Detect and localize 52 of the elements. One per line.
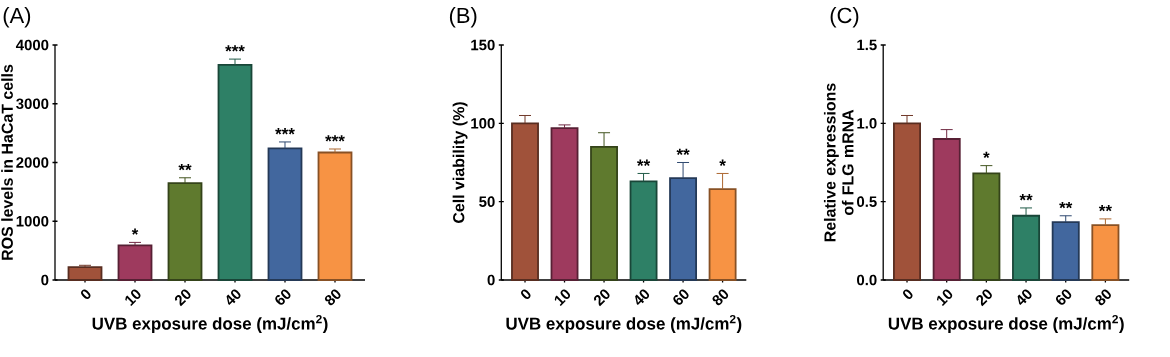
x-tick-label: 0 <box>903 289 913 299</box>
x-tick-label: 60 <box>673 289 689 305</box>
x-tick-label: 40 <box>635 289 650 305</box>
y-axis-title: Cell viability (%) <box>452 102 468 223</box>
x-tick-label: 80 <box>324 289 341 306</box>
x-tick-label: 10 <box>936 289 953 306</box>
x-tick-label: 60 <box>1056 289 1072 305</box>
y-tick-label: 1.5 <box>857 39 877 51</box>
x-tick-label: 10 <box>554 289 571 306</box>
x-tick-label: 40 <box>226 289 241 305</box>
x-tick-label: 20 <box>976 289 992 307</box>
annotation: ** <box>178 163 192 171</box>
x-tick-label: 20 <box>174 289 191 307</box>
chart-title: (C) <box>830 7 859 28</box>
y-axis-title: Relative expressions of FLG mRNA <box>823 83 854 242</box>
chart-title: (A) <box>3 7 31 28</box>
y-tick-label: 2000 <box>16 157 49 168</box>
annotation: * <box>983 151 990 159</box>
annotation: ** <box>1059 201 1073 209</box>
annotation: *** <box>225 45 245 52</box>
x-tick-label: 10 <box>125 289 141 306</box>
x-tick-label: 80 <box>1095 289 1111 306</box>
annotation: ** <box>1098 205 1112 212</box>
y-tick-label: 3000 <box>16 98 49 110</box>
y-tick-label: 0.0 <box>857 274 877 286</box>
annotation: *** <box>275 128 295 135</box>
y-tick-label: 0 <box>487 274 495 286</box>
x-tick-label: 0 <box>521 289 531 299</box>
annotation: * <box>131 228 139 235</box>
y-tick-label: 1000 <box>16 215 49 227</box>
annotation: *** <box>325 135 345 142</box>
x-axis-title: UVB exposure dose (mJ/cm$^{2}$) <box>92 314 328 333</box>
chart-title: (B) <box>449 7 477 28</box>
y-tick-label: 150 <box>471 39 495 51</box>
y-tick-label: 0 <box>41 274 49 286</box>
annotation: * <box>719 159 726 166</box>
annotation: ** <box>637 159 651 166</box>
y-axis-title: ROS levels in HaCaT cells <box>1 64 13 260</box>
x-tick-label: 60 <box>275 289 291 305</box>
annotation: ** <box>1019 194 1033 201</box>
y-tick-label: 4000 <box>15 39 49 51</box>
x-axis-title: UVB exposure dose (mJ/cm$^{2}$) <box>506 314 742 333</box>
y-tick-label: 50 <box>479 196 495 207</box>
x-tick-label: 0 <box>81 289 91 299</box>
x-tick-label: 40 <box>1017 289 1032 305</box>
y-tick-label: 1.0 <box>857 118 877 129</box>
x-axis-title: UVB exposure dose (mJ/cm$^{2}$) <box>888 314 1124 333</box>
x-tick-label: 20 <box>594 289 610 307</box>
x-tick-label: 80 <box>712 289 729 306</box>
y-tick-label: 0.5 <box>857 196 877 207</box>
y-tick-label: 100 <box>471 118 495 129</box>
annotation: ** <box>676 148 690 155</box>
